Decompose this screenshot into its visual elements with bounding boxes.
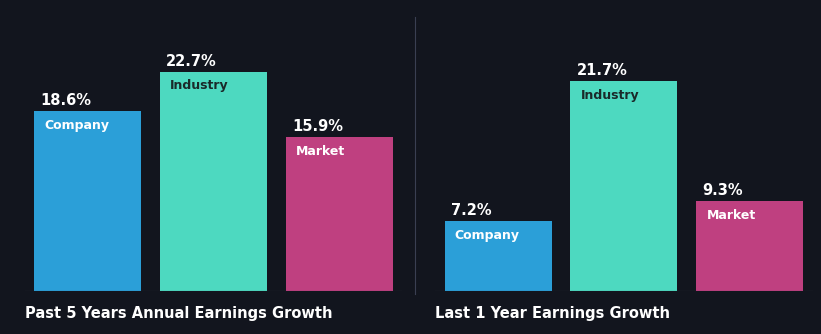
- Text: Industry: Industry: [170, 79, 229, 92]
- Bar: [34, 111, 141, 291]
- Text: 22.7%: 22.7%: [166, 54, 217, 69]
- Bar: [696, 201, 803, 291]
- Text: 9.3%: 9.3%: [703, 183, 743, 198]
- Text: 21.7%: 21.7%: [576, 63, 627, 78]
- Bar: [445, 221, 552, 291]
- Text: Industry: Industry: [580, 89, 640, 102]
- Text: 7.2%: 7.2%: [451, 203, 492, 218]
- Text: Company: Company: [44, 119, 109, 132]
- Bar: [160, 71, 267, 291]
- Text: Market: Market: [706, 208, 755, 221]
- Bar: [286, 137, 392, 291]
- Text: Company: Company: [455, 229, 520, 242]
- Text: Market: Market: [296, 145, 345, 158]
- Text: Past 5 Years Annual Earnings Growth: Past 5 Years Annual Earnings Growth: [25, 306, 333, 321]
- Text: Last 1 Year Earnings Growth: Last 1 Year Earnings Growth: [435, 306, 670, 321]
- Text: 18.6%: 18.6%: [40, 93, 91, 108]
- Bar: [571, 81, 677, 291]
- Text: 15.9%: 15.9%: [292, 119, 343, 134]
